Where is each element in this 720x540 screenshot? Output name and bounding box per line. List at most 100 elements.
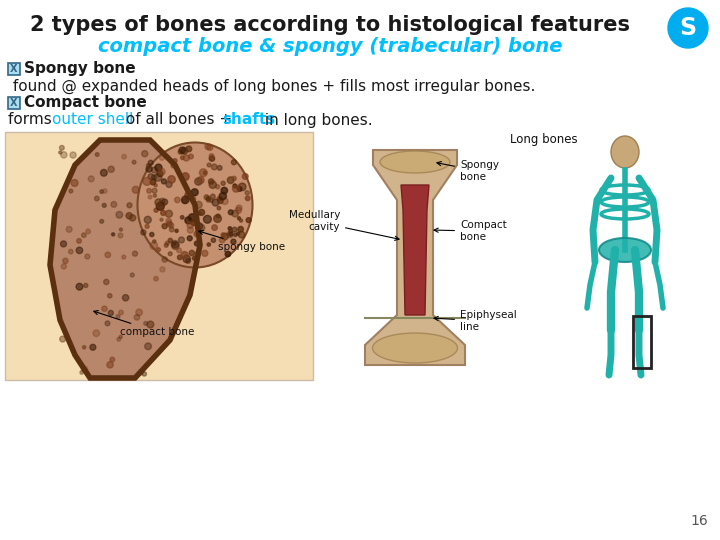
Circle shape <box>183 155 189 161</box>
Text: X: X <box>10 98 18 108</box>
Circle shape <box>177 255 182 260</box>
Circle shape <box>154 173 162 181</box>
Circle shape <box>237 187 242 191</box>
Circle shape <box>132 251 138 256</box>
Circle shape <box>104 279 109 285</box>
Circle shape <box>190 197 196 202</box>
Circle shape <box>107 294 112 298</box>
Circle shape <box>229 230 233 233</box>
Circle shape <box>93 330 99 336</box>
Circle shape <box>187 227 194 233</box>
Text: Spongy bone: Spongy bone <box>24 62 135 77</box>
Circle shape <box>194 241 199 246</box>
Ellipse shape <box>372 333 457 363</box>
Circle shape <box>198 224 204 232</box>
Circle shape <box>105 321 110 326</box>
Text: Spongy
bone: Spongy bone <box>437 160 499 182</box>
Circle shape <box>83 346 86 349</box>
Circle shape <box>150 232 154 237</box>
Circle shape <box>236 205 242 211</box>
Circle shape <box>147 321 154 328</box>
Circle shape <box>192 256 196 260</box>
Circle shape <box>162 202 166 206</box>
Circle shape <box>156 202 164 210</box>
Circle shape <box>60 336 66 342</box>
Circle shape <box>212 164 217 170</box>
Circle shape <box>145 343 151 350</box>
Circle shape <box>147 188 151 193</box>
Circle shape <box>181 252 188 259</box>
Text: compact bone & spongy (trabecular) bone: compact bone & spongy (trabecular) bone <box>98 37 562 57</box>
Circle shape <box>210 194 215 199</box>
Circle shape <box>162 257 167 262</box>
Circle shape <box>171 242 179 249</box>
Circle shape <box>101 170 107 176</box>
Text: X: X <box>10 64 18 74</box>
Circle shape <box>238 217 240 220</box>
Circle shape <box>145 224 149 228</box>
Circle shape <box>160 267 165 272</box>
Circle shape <box>228 210 233 215</box>
Circle shape <box>215 185 220 189</box>
Circle shape <box>191 220 197 226</box>
Text: S: S <box>680 16 696 40</box>
Circle shape <box>132 160 136 164</box>
Circle shape <box>130 215 136 221</box>
Circle shape <box>81 366 88 373</box>
Circle shape <box>154 184 157 187</box>
Circle shape <box>108 166 114 172</box>
Circle shape <box>171 163 176 168</box>
Circle shape <box>194 231 199 237</box>
Circle shape <box>102 204 107 207</box>
Circle shape <box>144 321 148 325</box>
Text: forms: forms <box>8 112 61 127</box>
Circle shape <box>103 189 107 193</box>
Circle shape <box>100 190 104 193</box>
Circle shape <box>84 284 88 287</box>
Circle shape <box>189 251 194 255</box>
Circle shape <box>181 215 184 219</box>
Circle shape <box>209 181 217 188</box>
Circle shape <box>186 146 192 152</box>
Circle shape <box>108 310 113 315</box>
Circle shape <box>90 345 96 350</box>
Circle shape <box>202 251 208 256</box>
Circle shape <box>119 335 122 339</box>
Circle shape <box>158 205 164 210</box>
Circle shape <box>237 232 240 235</box>
Text: of all bones +: of all bones + <box>122 112 238 127</box>
Circle shape <box>182 198 187 204</box>
Circle shape <box>238 232 245 238</box>
Circle shape <box>245 191 249 195</box>
Circle shape <box>144 217 151 224</box>
Circle shape <box>207 243 210 246</box>
Circle shape <box>187 222 194 228</box>
Polygon shape <box>50 140 200 378</box>
Circle shape <box>204 215 211 223</box>
Circle shape <box>227 231 233 238</box>
Text: outer shell: outer shell <box>52 112 133 127</box>
Circle shape <box>148 195 152 199</box>
Circle shape <box>60 241 66 247</box>
FancyBboxPatch shape <box>8 97 20 109</box>
Circle shape <box>212 225 217 231</box>
Circle shape <box>181 156 184 159</box>
Circle shape <box>81 233 86 238</box>
Circle shape <box>210 154 214 158</box>
Circle shape <box>198 212 202 215</box>
Circle shape <box>146 166 152 172</box>
Circle shape <box>168 238 173 242</box>
Circle shape <box>61 264 66 269</box>
Circle shape <box>211 238 215 242</box>
Text: 16: 16 <box>690 514 708 528</box>
Circle shape <box>112 233 114 236</box>
Ellipse shape <box>599 238 651 262</box>
Circle shape <box>166 181 172 187</box>
Circle shape <box>233 184 237 188</box>
Circle shape <box>94 196 99 201</box>
Circle shape <box>221 233 225 237</box>
Circle shape <box>229 232 233 236</box>
Circle shape <box>181 173 189 180</box>
Circle shape <box>70 152 76 158</box>
Circle shape <box>205 144 210 150</box>
